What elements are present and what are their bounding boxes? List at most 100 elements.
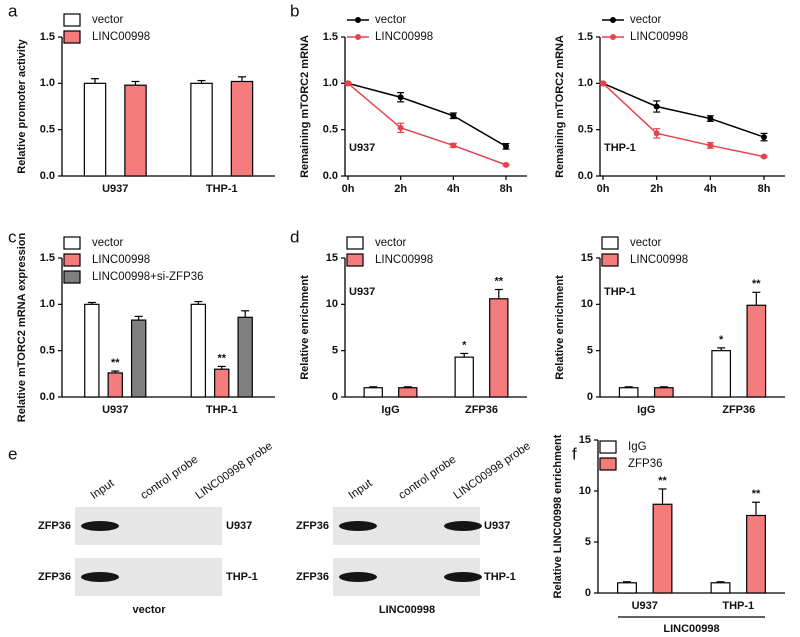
bar [710, 582, 731, 594]
legend-label: LINC00998 [375, 31, 433, 43]
error-bar [658, 488, 667, 505]
bar [190, 82, 213, 177]
x-tick-label: THP-1 [206, 404, 238, 416]
error-bar [217, 365, 226, 370]
point [397, 124, 404, 131]
error-bar [369, 386, 378, 388]
y-tick-label: 0.5 [578, 124, 593, 136]
blot-band [81, 572, 119, 582]
group-label: LINC00998 [663, 623, 719, 635]
error-bar [197, 79, 206, 84]
panel-label: e [8, 444, 17, 463]
series-line [347, 82, 507, 166]
bar [454, 356, 474, 398]
legend-label: IgG [628, 441, 647, 453]
legend-swatch [601, 236, 619, 250]
lane-label: control probe [139, 454, 201, 502]
x-tick-label: THP-1 [722, 600, 754, 612]
significance: * [719, 334, 724, 346]
legend-swatch [599, 457, 617, 471]
y-tick-label: 0 [587, 391, 593, 403]
y-tick-label: 1.5 [40, 252, 55, 264]
legend-marker [355, 34, 361, 40]
blot-caption: vector [132, 604, 166, 616]
panel-label: c [8, 227, 17, 246]
bar [363, 387, 383, 398]
bar [83, 82, 107, 177]
point [707, 142, 714, 149]
x-tick-label: 2h [650, 183, 663, 195]
panel-label: b [290, 1, 299, 20]
error-bar [659, 386, 668, 388]
error-bar [134, 315, 143, 321]
y-axis-label: Remaining mTORC2 mRNA [554, 35, 566, 178]
bar [489, 298, 509, 398]
x-tick-label: IgG [637, 404, 655, 416]
series-line [602, 82, 765, 158]
legend-label: vector [375, 14, 406, 26]
legend-swatch [63, 30, 81, 44]
cell-label: U937 [226, 520, 252, 532]
point [761, 153, 767, 160]
error-bar [91, 78, 100, 84]
bar [617, 582, 637, 594]
bar [130, 319, 147, 398]
error-bar [752, 291, 761, 306]
x-tick-label: 0h [342, 183, 355, 195]
bar [107, 372, 123, 398]
blot-band [339, 521, 377, 531]
bar [237, 316, 253, 398]
y-tick-label: 5 [587, 345, 593, 357]
point [707, 115, 714, 122]
protein-label: ZFP36 [38, 571, 71, 583]
legend-swatch [601, 253, 619, 267]
bar [84, 303, 100, 398]
x-tick-label: U937 [102, 404, 128, 416]
cell-label: THP-1 [484, 571, 516, 583]
bar [653, 387, 674, 398]
point [450, 112, 457, 119]
bar [214, 368, 230, 398]
significance: * [462, 339, 467, 351]
x-tick-label: 2h [394, 183, 407, 195]
y-tick-label: 0.0 [578, 170, 593, 182]
point [503, 161, 509, 168]
point [345, 80, 351, 87]
y-tick-label: 1.5 [578, 31, 593, 43]
x-tick-label: 8h [758, 183, 771, 195]
legend-label: vector [630, 14, 661, 26]
bar [711, 350, 732, 398]
error-bar [111, 370, 120, 373]
legend-label: LINC00998 [92, 31, 150, 43]
protein-label: ZFP36 [296, 520, 329, 532]
y-tick-label: 1.0 [578, 77, 593, 89]
annotation: THP-1 [604, 286, 636, 298]
y-tick-label: 1.0 [40, 298, 55, 310]
bar [746, 304, 767, 398]
legend-marker [610, 34, 616, 40]
protein-label: ZFP36 [296, 571, 329, 583]
y-axis-label: Relative promoter activity [16, 38, 28, 173]
error-bar [716, 581, 725, 583]
bar [124, 84, 147, 177]
error-bar [241, 310, 250, 318]
error-bar [494, 288, 503, 299]
error-bar [194, 300, 203, 305]
lane-label: Input [89, 477, 117, 502]
y-axis-label: Relative enrichment [299, 275, 311, 380]
legend-swatch [63, 270, 81, 284]
legend-label: LINC00998 [630, 31, 688, 43]
legend-label: LINC00998+si-ZFP36 [92, 271, 204, 283]
legend-label: ZFP36 [628, 458, 663, 470]
significance: ** [111, 357, 120, 369]
blot-caption: LINC00998 [379, 604, 435, 616]
bar [398, 387, 418, 398]
bar [618, 387, 639, 398]
error-bar [752, 501, 761, 516]
y-tick-label: 1.5 [40, 31, 55, 43]
y-tick-label: 0.5 [40, 124, 55, 136]
x-tick-label: 0h [597, 183, 610, 195]
y-axis-label: Relative LINC00998 enrichment [552, 434, 564, 598]
point [761, 134, 767, 141]
legend-swatch [346, 253, 364, 267]
